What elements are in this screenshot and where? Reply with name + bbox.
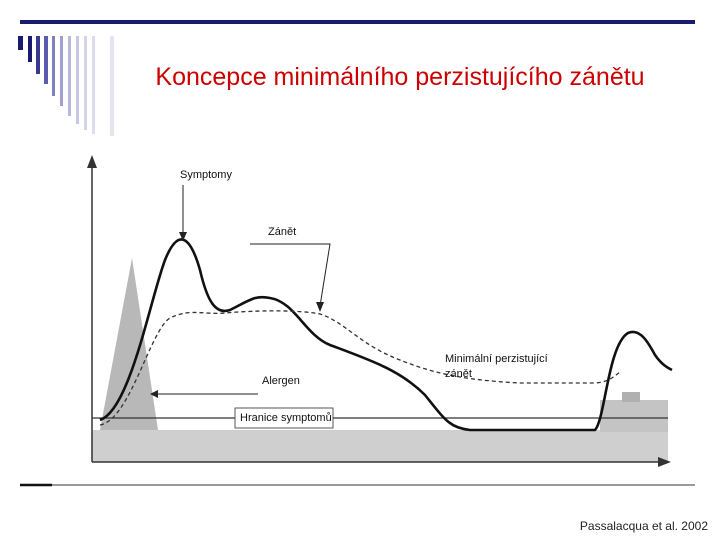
decor-stripes [18, 36, 114, 136]
label-minimal: Minimální perzistující zánět [445, 353, 548, 380]
label-allergen: Alergen [262, 375, 300, 387]
citation: Passalacqua et al. 2002 [579, 519, 708, 533]
label-threshold: Hranice symptomů [240, 412, 332, 424]
label-symptoms: Symptomy [180, 169, 232, 181]
slide-title: Koncepce minimálního perzistujícího záně… [155, 63, 645, 91]
chart-drawing [20, 155, 695, 487]
label-inflammation: Zánět [268, 226, 297, 238]
